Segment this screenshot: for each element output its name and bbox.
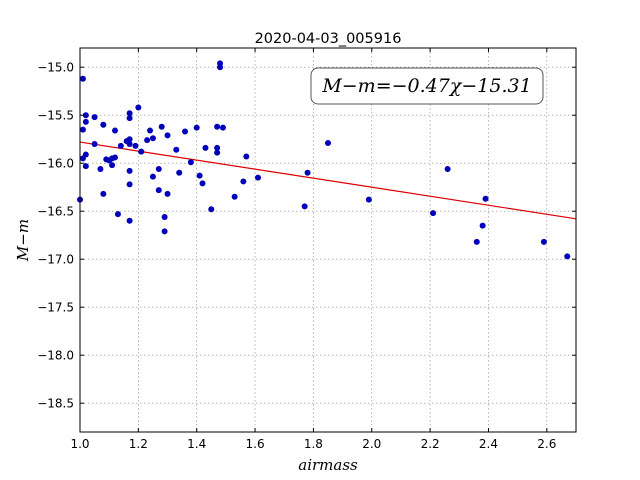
fit-equation: M−m=−0.47χ−15.31	[321, 75, 531, 97]
data-point	[430, 210, 437, 217]
data-point	[155, 187, 162, 194]
y-tick-label: −15.0	[37, 61, 74, 75]
data-point	[109, 162, 116, 169]
data-point	[301, 203, 308, 210]
data-point	[79, 126, 86, 133]
y-tick-label: −15.5	[37, 109, 74, 123]
data-point	[202, 144, 209, 151]
data-point	[193, 124, 200, 131]
data-point	[176, 169, 183, 176]
data-point	[112, 127, 119, 134]
y-tick-label: −18.0	[37, 349, 74, 363]
x-tick-label: 2.6	[537, 437, 556, 451]
data-point	[196, 172, 203, 179]
x-tick-label: 2.4	[479, 437, 498, 451]
data-point	[214, 149, 221, 156]
data-point	[482, 195, 489, 202]
data-point	[240, 178, 247, 185]
x-tick-label: 1.2	[129, 437, 148, 451]
data-point	[155, 165, 162, 172]
y-tick-label: −16.5	[37, 205, 74, 219]
data-point	[214, 123, 221, 130]
y-tick-label: −16.0	[37, 157, 74, 171]
data-point	[97, 165, 104, 172]
data-point	[444, 165, 451, 172]
data-point	[91, 141, 98, 147]
data-point	[217, 64, 224, 71]
x-tick-label: 1.6	[246, 437, 265, 451]
plot-frame	[79, 47, 577, 433]
data-point	[144, 137, 151, 144]
y-tick-label: −17.0	[37, 253, 74, 267]
data-point	[149, 173, 156, 180]
data-point	[243, 153, 250, 160]
data-point	[231, 193, 238, 200]
data-point	[149, 135, 156, 142]
data-point	[147, 127, 154, 134]
data-point	[325, 140, 331, 147]
data-point	[540, 238, 547, 245]
data-points	[77, 60, 571, 260]
x-axis-label: airmass	[298, 456, 358, 474]
fit-line-layer	[79, 141, 577, 220]
data-point	[126, 115, 133, 122]
data-point	[82, 151, 89, 158]
data-point	[82, 112, 89, 119]
data-point	[126, 181, 133, 188]
data-point	[254, 174, 261, 181]
data-point	[182, 128, 189, 135]
data-point	[91, 114, 98, 121]
grid	[80, 48, 576, 432]
data-point	[164, 190, 171, 197]
fit-line	[79, 141, 577, 220]
data-point	[138, 148, 145, 155]
data-point	[126, 217, 133, 224]
data-point	[219, 124, 226, 131]
data-point	[117, 142, 124, 149]
data-point	[365, 196, 372, 203]
y-axis-label: M−m	[14, 219, 32, 262]
data-point	[564, 253, 571, 260]
data-point	[187, 159, 194, 166]
y-tick-label: −18.5	[37, 397, 74, 411]
data-point	[100, 190, 107, 197]
data-point	[82, 118, 89, 125]
data-point	[126, 136, 133, 143]
data-point	[161, 228, 168, 235]
data-point	[158, 123, 165, 130]
data-point	[214, 144, 221, 151]
x-tick-label: 2.2	[421, 437, 440, 451]
data-point	[114, 211, 121, 218]
y-axis-ticks: −15.0 −15.5 −16.0 −16.5 −17.0 −17.5 −18.0 −18.5	[37, 61, 576, 411]
x-tick-label: 1.0	[70, 437, 89, 451]
data-point	[132, 142, 139, 149]
data-point	[304, 169, 311, 176]
x-tick-label: 1.4	[187, 437, 206, 451]
fit-annotation: M−m=−0.47χ−15.31	[310, 67, 544, 105]
data-point	[208, 206, 215, 213]
data-point	[79, 75, 86, 82]
x-tick-label: 2.0	[362, 437, 381, 451]
data-point	[126, 167, 133, 174]
data-point	[479, 222, 486, 229]
annotation-box	[310, 67, 544, 105]
x-tick-label: 1.8	[304, 437, 323, 451]
data-point	[473, 238, 480, 245]
data-point	[164, 132, 171, 139]
data-point	[135, 104, 142, 111]
y-tick-label: −17.5	[37, 301, 74, 315]
data-point	[82, 163, 89, 170]
data-point	[112, 154, 119, 161]
data-point	[100, 121, 107, 128]
data-point	[199, 180, 206, 187]
data-point	[161, 213, 168, 220]
chart-title: 2020-04-03_005916	[255, 31, 402, 47]
data-point	[126, 110, 133, 117]
data-point	[126, 141, 133, 147]
x-axis-ticks: 1.0 1.2 1.4 1.6 1.8 2.0 2.2 2.4 2.6	[70, 48, 556, 451]
data-point	[173, 146, 180, 153]
